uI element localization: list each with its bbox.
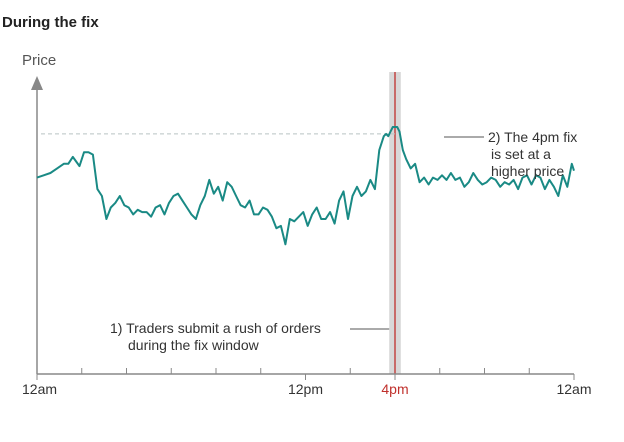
annotation-line: 2) The 4pm fix [488, 129, 577, 145]
fix-window-layer [389, 72, 401, 374]
annotation-fix-price: 2) The 4pm fix is set at a higher price [488, 129, 577, 179]
annotation-line: during the fix window [128, 337, 260, 353]
annotation-line: is set at a [491, 146, 551, 162]
annotation-line: 1) Traders submit a rush of orders [110, 320, 321, 336]
annotation-line: higher price [491, 163, 564, 179]
y-axis-label: Price [22, 52, 56, 69]
annotation-layer: 1) Traders submit a rush of orders during… [110, 129, 577, 353]
annotation-fix-window: 1) Traders submit a rush of orders during… [110, 320, 321, 353]
x-tick-label: 12am [556, 381, 591, 397]
series-layer [36, 126, 575, 246]
price-series-line [36, 126, 575, 246]
x-tick-label: 12am [22, 381, 57, 397]
y-axis-arrow-icon [31, 76, 43, 90]
page-title: During the fix [2, 14, 99, 31]
axis-layer: Price 12am 12pm 4pm 12am [22, 52, 592, 397]
x-tick-label: 4pm [381, 381, 408, 397]
x-tick-label: 12pm [288, 381, 323, 397]
